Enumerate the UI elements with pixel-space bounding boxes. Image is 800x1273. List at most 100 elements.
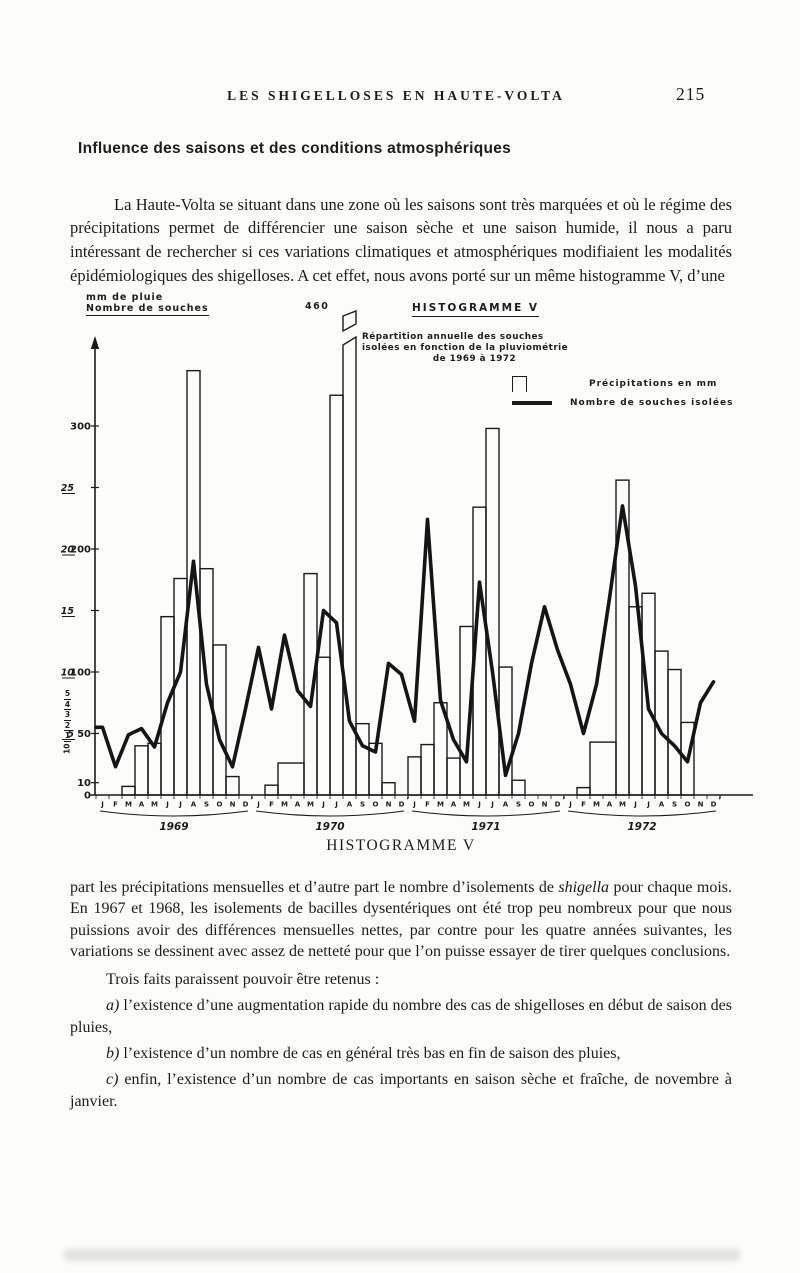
paragraph-discussion: part les précipitations mensuelles et d’… <box>70 879 733 960</box>
legend-label-precipitations: Précipitations en mm <box>589 379 718 389</box>
y-axis-souches-label: 20 <box>61 545 75 556</box>
svg-text:’: ’ <box>718 796 721 806</box>
figure-caption: HISTOGRAMME V <box>326 837 476 854</box>
year-label: 1970 <box>315 821 344 833</box>
year-label: 1971 <box>471 821 500 833</box>
bar-symbol-icon <box>512 376 527 392</box>
month-label: A <box>659 801 665 809</box>
running-head: LES SHIGELLOSES EN HAUTE-VOLTA <box>227 88 565 103</box>
month-label: M <box>619 801 626 809</box>
month-label: S <box>672 801 677 809</box>
paragraph-three-facts: Trois faits paraissent pouvoir être rete… <box>106 971 380 989</box>
y-axis-mm-label: 100 <box>70 668 91 679</box>
month-label: F <box>425 801 430 809</box>
y-axis-arrow-icon <box>90 336 100 349</box>
month-label: A <box>191 801 197 809</box>
month-label: N <box>698 801 704 809</box>
chart-legend: Précipitations en mm Nombre de souches i… <box>512 376 733 414</box>
month-label: N <box>230 801 236 809</box>
month-label: M <box>593 801 600 809</box>
month-label: O <box>529 801 535 809</box>
precipitation-bar <box>225 775 240 796</box>
body-text: part les précipitations mensuelles et d’… <box>70 877 732 1112</box>
y-axis-title-line2: Nombre de souches <box>86 303 209 316</box>
month-label: O <box>373 801 379 809</box>
month-label: F <box>113 801 118 809</box>
precipitation-bar <box>329 394 344 796</box>
y-axis-souches-label: 10 <box>61 668 75 679</box>
precipitation-bar <box>680 721 695 796</box>
precipitation-bar <box>381 782 396 796</box>
precipitation-bar <box>134 745 149 796</box>
month-label: O <box>217 801 223 809</box>
precipitation-bar <box>589 741 617 796</box>
precipitation-bar <box>121 785 136 796</box>
month-label: M <box>281 801 288 809</box>
month-label: A <box>347 801 353 809</box>
precipitation-bar <box>511 779 526 796</box>
precipitation-bar <box>212 644 227 796</box>
month-label: M <box>463 801 470 809</box>
month-label: J <box>256 801 260 809</box>
y-axis-mm-label: 300 <box>70 422 91 433</box>
month-label: O <box>685 801 691 809</box>
y-axis-mm-label: 0 <box>84 791 91 802</box>
month-label: J <box>321 801 325 809</box>
month-label: A <box>451 801 457 809</box>
month-label: J <box>477 801 481 809</box>
list-item-b: b) l’existence d’un nombre de cas en gén… <box>106 1045 621 1063</box>
month-label: A <box>607 801 613 809</box>
month-label: M <box>151 801 158 809</box>
month-label: M <box>437 801 444 809</box>
year-brace <box>567 810 717 817</box>
month-label: D <box>555 801 561 809</box>
svg-text:’: ’ <box>562 796 565 806</box>
month-label: S <box>516 801 521 809</box>
month-label: D <box>243 801 249 809</box>
month-label: J <box>646 801 650 809</box>
y-axis-mm-label: 50 <box>77 729 91 740</box>
souches-line <box>94 504 716 778</box>
y-axis-mm-label: 10 <box>77 778 91 789</box>
year-label: 1972 <box>627 821 656 833</box>
precipitation-bar <box>576 786 591 796</box>
month-label: M <box>307 801 314 809</box>
chart-subtitle-line1: Répartition annuelle des souches <box>362 332 544 342</box>
list-item-c: c) enfin, l’existence d’un nombre de cas… <box>70 1071 733 1110</box>
precipitation-bar <box>407 756 422 796</box>
month-label: J <box>633 801 637 809</box>
month-label: J <box>178 801 182 809</box>
month-label: J <box>412 801 416 809</box>
precipitation-bar <box>147 742 162 796</box>
month-label: J <box>568 801 572 809</box>
section-heading: Influence des saisons et des conditions … <box>78 140 512 157</box>
chart-title: HISTOGRAMME V <box>412 302 540 317</box>
precipitation-bar <box>186 369 201 796</box>
month-label: F <box>269 801 274 809</box>
month-label: A <box>139 801 145 809</box>
precipitation-bar <box>667 668 682 796</box>
chart-subtitle: Répartition annuelle des souches isolées… <box>362 332 587 365</box>
list-item-a: a) l’existence d’une augmentation rapide… <box>70 997 732 1036</box>
clipped-bar-value-label: 460 <box>305 301 330 312</box>
month-label: S <box>204 801 209 809</box>
precipitation-bar <box>420 743 435 796</box>
precipitation-bar <box>485 427 500 796</box>
italic-term: shigella <box>558 879 610 896</box>
svg-text:’: ’ <box>250 796 253 806</box>
precipitation-bar <box>316 656 331 796</box>
month-label: J <box>100 801 104 809</box>
precipitation-bar <box>277 762 305 796</box>
year-brace <box>411 810 561 817</box>
month-label: J <box>334 801 338 809</box>
y-axis-title-line1: mm de pluie <box>86 292 164 303</box>
precipitation-bar <box>446 757 461 796</box>
legend-row-precipitations: Précipitations en mm <box>512 376 733 392</box>
svg-text:’: ’ <box>406 796 409 806</box>
month-label: M <box>125 801 132 809</box>
y-axis-souches-label: 5 <box>67 729 74 740</box>
month-label: J <box>165 801 169 809</box>
y-axis-souches-label: 15 <box>61 606 75 617</box>
